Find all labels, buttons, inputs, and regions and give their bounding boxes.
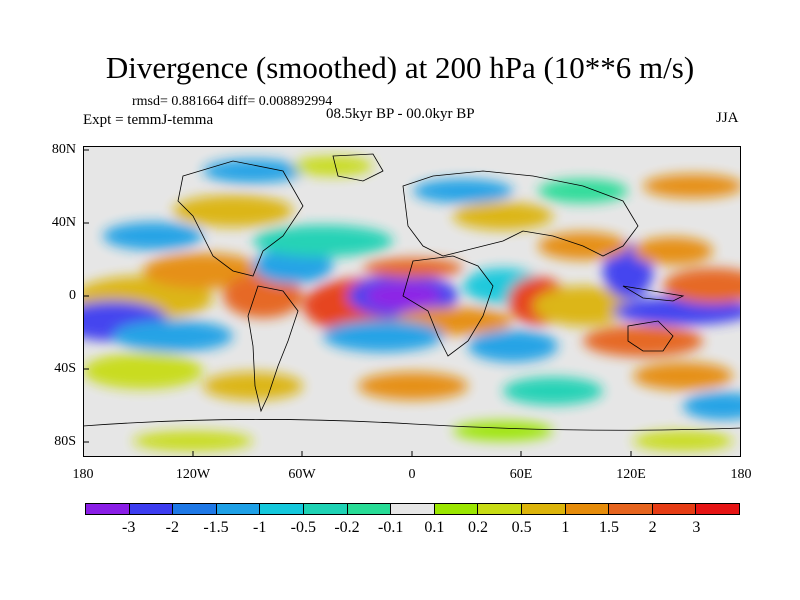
colorbar-swatch bbox=[434, 504, 479, 514]
colorbar-swatch bbox=[216, 504, 261, 514]
colorbar-label: -2 bbox=[165, 519, 179, 536]
x-tick-label: 180 bbox=[72, 467, 94, 482]
x-tick-label: 180 bbox=[730, 467, 752, 482]
colorbar-swatch bbox=[391, 504, 435, 514]
colorbar-swatch bbox=[565, 504, 610, 514]
colorbar-swatch bbox=[521, 504, 566, 514]
colorbar-swatch bbox=[696, 504, 739, 514]
colorbar-label: -1 bbox=[252, 519, 267, 536]
colorbar-swatch bbox=[652, 504, 697, 514]
colorbar-label: -0.5 bbox=[290, 519, 316, 536]
y-tick-label: 80N bbox=[51, 142, 76, 157]
x-tick-label: 120W bbox=[175, 467, 211, 482]
divergence-field bbox=[83, 156, 741, 451]
y-tick-label: 80S bbox=[54, 434, 76, 449]
divergence-map bbox=[82, 146, 742, 457]
colorbar bbox=[85, 503, 740, 515]
x-tick-label: 60W bbox=[288, 467, 316, 482]
map-panel bbox=[82, 146, 742, 457]
colorbar-swatch bbox=[609, 504, 653, 514]
colorbar-swatch bbox=[478, 504, 522, 514]
y-tick-label: 40N bbox=[51, 215, 76, 230]
x-tick-label: 60E bbox=[509, 467, 533, 482]
colorbar-label: -0.1 bbox=[377, 519, 404, 536]
x-tick-label: 120E bbox=[616, 467, 646, 482]
coastlines bbox=[83, 153, 741, 431]
y-tick-label: 0 bbox=[69, 288, 76, 303]
map-ticks bbox=[82, 149, 742, 457]
period-subtitle: 08.5kyr BP - 00.0kyr BP bbox=[326, 106, 475, 122]
colorbar-label: -3 bbox=[121, 519, 136, 536]
colorbar-label: 0.2 bbox=[468, 519, 488, 536]
plot-title: Divergence (smoothed) at 200 hPa (10**6 … bbox=[105, 50, 695, 85]
colorbar-label: -0.2 bbox=[334, 519, 360, 536]
colorbar-swatch bbox=[260, 504, 304, 514]
colorbar-label: 1.5 bbox=[599, 519, 619, 536]
stats-text: rmsd= 0.881664 diff= 0.008892994 bbox=[132, 94, 333, 109]
colorbar-label: 3 bbox=[692, 519, 701, 536]
y-tick-label: 40S bbox=[54, 361, 76, 376]
colorbar-swatch bbox=[173, 504, 217, 514]
colorbar-label: 1 bbox=[561, 519, 570, 536]
colorbar-swatch bbox=[347, 504, 392, 514]
colorbar-label: 0.5 bbox=[511, 519, 532, 536]
x-tick-label: 0 bbox=[408, 467, 416, 482]
season-label: JJA bbox=[716, 110, 739, 126]
colorbar-label: -1.5 bbox=[203, 519, 229, 536]
colorbar-swatch bbox=[129, 504, 174, 514]
colorbar-swatch bbox=[86, 504, 130, 514]
colorbar-swatch bbox=[303, 504, 348, 514]
colorbar-label: 0.1 bbox=[424, 519, 445, 536]
colorbar-label: 2 bbox=[648, 519, 657, 536]
experiment-label: Expt = temmJ-temma bbox=[83, 112, 214, 128]
